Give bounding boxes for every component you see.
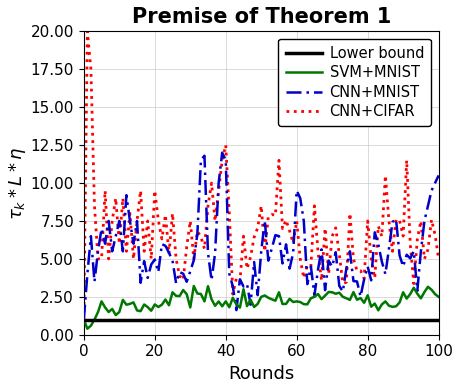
Lower bound xyxy=(347,317,352,322)
Lower bound xyxy=(329,317,334,322)
Lower bound xyxy=(293,317,299,322)
SVM+MNIST xyxy=(81,317,86,322)
CNN+MNIST xyxy=(219,150,224,155)
Lower bound xyxy=(244,317,249,322)
SVM+MNIST xyxy=(251,305,256,309)
CNN+MNIST xyxy=(297,196,302,200)
CNN+MNIST xyxy=(247,302,253,307)
SVM+MNIST xyxy=(435,294,441,299)
CNN+MNIST xyxy=(169,258,175,263)
SVM+MNIST xyxy=(173,294,179,298)
SVM+MNIST xyxy=(353,298,359,302)
Lower bound xyxy=(106,317,111,322)
CNN+CIFAR xyxy=(173,257,179,261)
Line: SVM+MNIST: SVM+MNIST xyxy=(84,286,438,329)
Title: Premise of Theorem 1: Premise of Theorem 1 xyxy=(131,7,390,27)
SVM+MNIST xyxy=(300,302,306,307)
CNN+CIFAR xyxy=(247,255,253,259)
SVM+MNIST xyxy=(84,326,90,331)
SVM+MNIST xyxy=(190,284,196,288)
Lower bound xyxy=(169,317,175,322)
Y-axis label: $\tau_k * L * \eta$: $\tau_k * L * \eta$ xyxy=(7,146,28,220)
X-axis label: Rounds: Rounds xyxy=(228,365,294,383)
Legend: Lower bound, SVM+MNIST, CNN+MNIST, CNN+CIFAR: Lower bound, SVM+MNIST, CNN+MNIST, CNN+C… xyxy=(278,39,431,126)
CNN+CIFAR xyxy=(109,219,115,223)
CNN+CIFAR xyxy=(435,257,441,261)
CNN+CIFAR xyxy=(81,317,86,322)
CNN+MNIST xyxy=(435,173,441,178)
CNN+CIFAR xyxy=(84,29,90,34)
SVM+MNIST xyxy=(336,291,341,295)
CNN+CIFAR xyxy=(350,257,355,261)
CNN+MNIST xyxy=(106,219,111,223)
SVM+MNIST xyxy=(109,307,115,311)
CNN+CIFAR xyxy=(297,257,302,261)
Line: CNN+MNIST: CNN+MNIST xyxy=(84,152,438,319)
CNN+MNIST xyxy=(332,250,338,255)
CNN+CIFAR xyxy=(332,225,338,230)
Lower bound xyxy=(81,317,86,322)
Lower bound xyxy=(435,317,441,322)
CNN+MNIST xyxy=(81,317,86,322)
CNN+MNIST xyxy=(350,279,355,284)
Line: CNN+CIFAR: CNN+CIFAR xyxy=(84,31,438,319)
